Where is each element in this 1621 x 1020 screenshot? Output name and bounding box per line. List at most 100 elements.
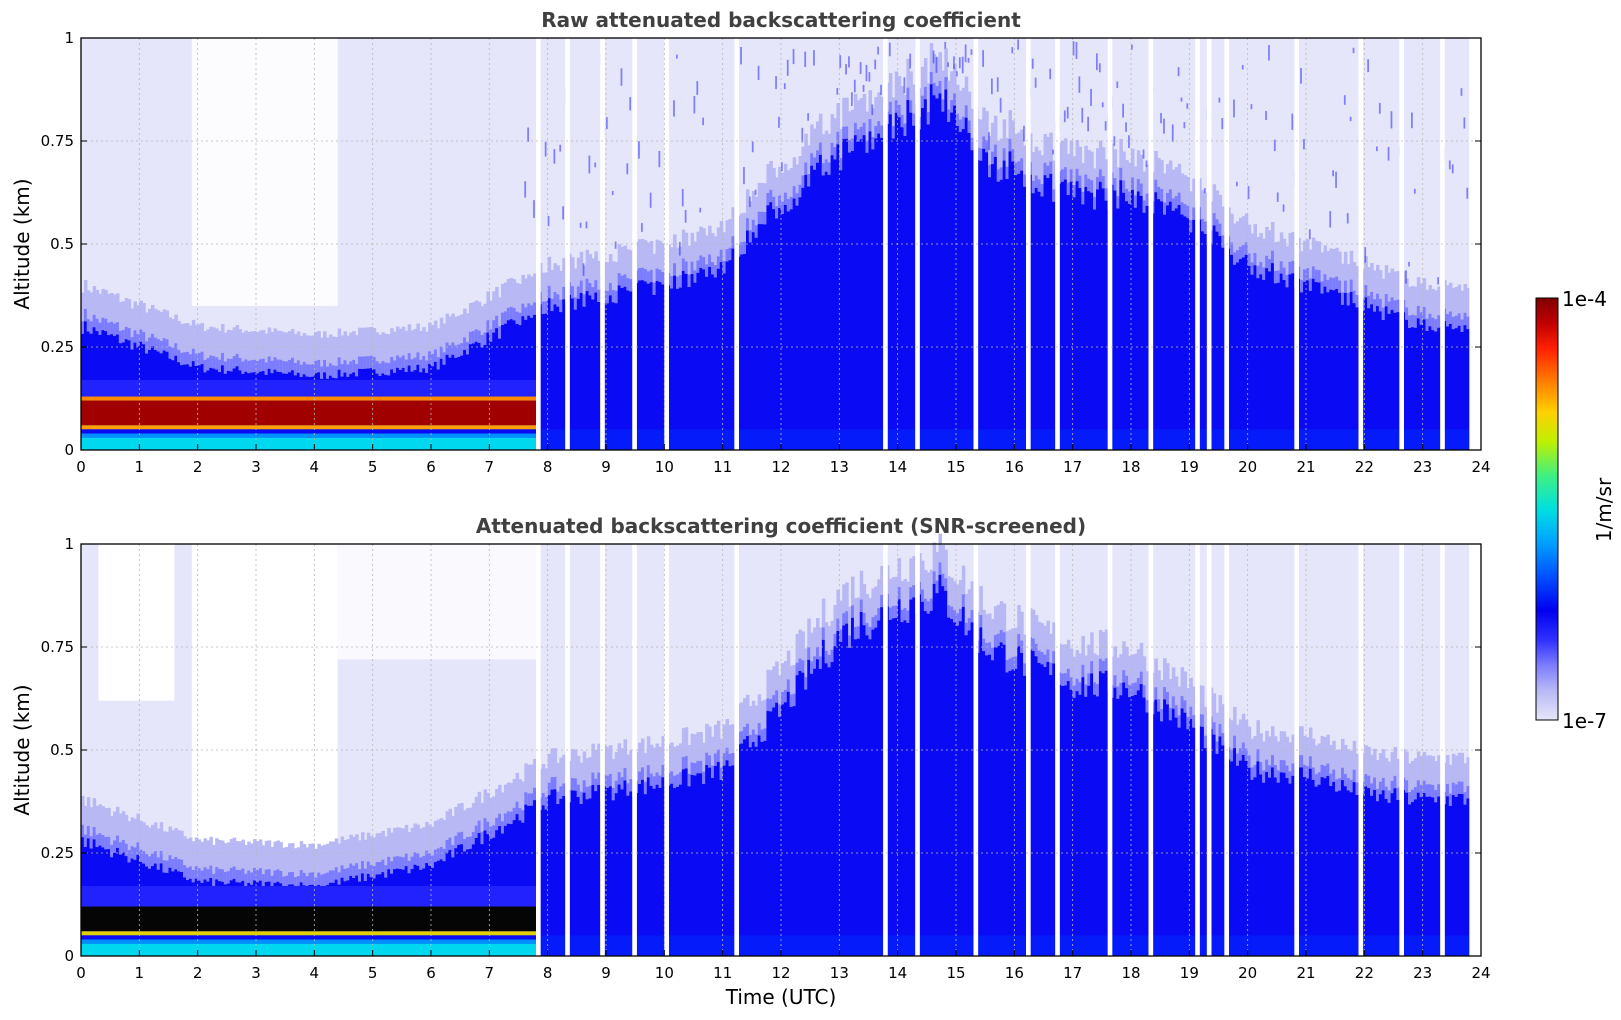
- backscatter-column: [1128, 697, 1132, 956]
- backscatter-column: [748, 747, 753, 956]
- backscatter-column: [1058, 171, 1062, 184]
- noise-speckle: [1063, 110, 1066, 123]
- aerosol-layer-edge: [81, 425, 536, 430]
- backscatter-column: [897, 104, 902, 118]
- backscatter-column: [1250, 738, 1255, 780]
- backscatter-column: [626, 290, 630, 450]
- backscatter-column: [98, 833, 103, 846]
- backscatter-column: [1378, 794, 1383, 956]
- backscatter-column: [562, 754, 566, 796]
- backscatter-column: [317, 843, 321, 885]
- backscatter-column: [1416, 318, 1421, 450]
- backscatter-column: [422, 856, 426, 869]
- backscatter-column: [1171, 708, 1176, 956]
- backscatter-column: [1434, 319, 1438, 332]
- backscatter-column: [1466, 287, 1470, 330]
- raw-backscatter-panel: Raw attenuated backscattering coefficien…: [10, 8, 1491, 476]
- backscatter-column: [1373, 748, 1377, 790]
- backscatter-column: [1090, 661, 1094, 674]
- backscatter-column: [748, 230, 753, 243]
- backscatter-column: [113, 840, 117, 853]
- backscatter-column: [530, 305, 534, 318]
- backscatter-column: [763, 183, 768, 225]
- backscatter-column: [407, 324, 412, 366]
- backscatter-column: [1116, 196, 1120, 209]
- backscatter-column: [848, 635, 852, 648]
- heatmap-area: [81, 38, 1481, 451]
- backscatter-column: [81, 321, 85, 334]
- noise-speckle: [614, 241, 617, 249]
- x-tick-label: 14: [888, 964, 907, 982]
- backscatter-column: [1125, 159, 1129, 202]
- backscatter-column: [86, 319, 91, 332]
- backscatter-column: [810, 632, 814, 674]
- missing-data-gap: [1358, 544, 1364, 956]
- backscatter-column: [827, 667, 832, 956]
- backscatter-column: [591, 772, 595, 785]
- backscatter-column: [766, 164, 770, 206]
- backscatter-column: [1285, 246, 1290, 288]
- backscatter-column: [463, 308, 467, 350]
- backscatter-column: [1346, 293, 1351, 306]
- backscatter-column: [1069, 648, 1074, 690]
- backscatter-column: [512, 807, 517, 821]
- backscatter-column: [407, 860, 412, 874]
- backscatter-column: [1163, 687, 1167, 700]
- backscatter-column: [381, 830, 385, 873]
- backscatter-column: [868, 119, 873, 132]
- backscatter-column: [1378, 752, 1383, 795]
- backscatter-column: [218, 868, 222, 882]
- noise-speckle: [1160, 113, 1162, 124]
- backscatter-column: [247, 870, 251, 883]
- backscatter-column: [918, 129, 922, 450]
- backscatter-column: [1168, 679, 1173, 721]
- backscatter-column: [1390, 297, 1395, 310]
- backscatter-column: [708, 767, 712, 956]
- backscatter-column: [83, 834, 88, 848]
- backscatter-column: [1177, 686, 1182, 728]
- backscatter-column: [801, 660, 805, 673]
- backscatter-column: [856, 129, 861, 142]
- backscatter-column: [1393, 788, 1398, 956]
- backscatter-column: [1230, 213, 1234, 255]
- backscatter-column: [842, 97, 846, 140]
- backscatter-column: [1364, 256, 1368, 298]
- backscatter-column: [1413, 315, 1418, 328]
- noise-speckle: [868, 72, 871, 82]
- backscatter-column: [842, 139, 846, 451]
- backscatter-column: [1052, 622, 1056, 664]
- backscatter-column: [1203, 735, 1208, 749]
- backscatter-column: [1066, 668, 1071, 682]
- backscatter-column: [1198, 726, 1202, 956]
- noise-speckle: [1408, 261, 1410, 267]
- backscatter-column: [305, 847, 310, 889]
- backscatter-column: [460, 343, 464, 356]
- backscatter-column: [1201, 685, 1205, 727]
- backscatter-column: [877, 579, 881, 621]
- backscatter-column: [372, 328, 377, 370]
- backscatter-column: [267, 327, 272, 369]
- backscatter-column: [597, 784, 601, 956]
- backscatter-column: [398, 856, 403, 870]
- backscatter-column: [923, 99, 928, 451]
- backscatter-column: [620, 287, 625, 450]
- backscatter-column: [929, 43, 934, 85]
- backscatter-column: [559, 270, 563, 313]
- backscatter-column: [451, 816, 455, 858]
- backscatter-column: [471, 331, 476, 344]
- backscatter-column: [894, 100, 899, 113]
- backscatter-column: [874, 125, 878, 139]
- noise-speckle: [1390, 111, 1393, 129]
- backscatter-column: [480, 802, 485, 845]
- missing-data-gap: [973, 38, 979, 450]
- backscatter-column: [206, 869, 210, 882]
- backscatter-column: [302, 361, 307, 375]
- backscatter-column: [956, 113, 960, 127]
- noise-speckle: [1183, 122, 1186, 129]
- backscatter-column: [498, 297, 502, 339]
- backscatter-column: [804, 162, 808, 175]
- backscatter-column: [518, 779, 523, 821]
- backscatter-column: [291, 328, 295, 371]
- backscatter-column: [110, 321, 114, 335]
- backscatter-column: [492, 796, 496, 838]
